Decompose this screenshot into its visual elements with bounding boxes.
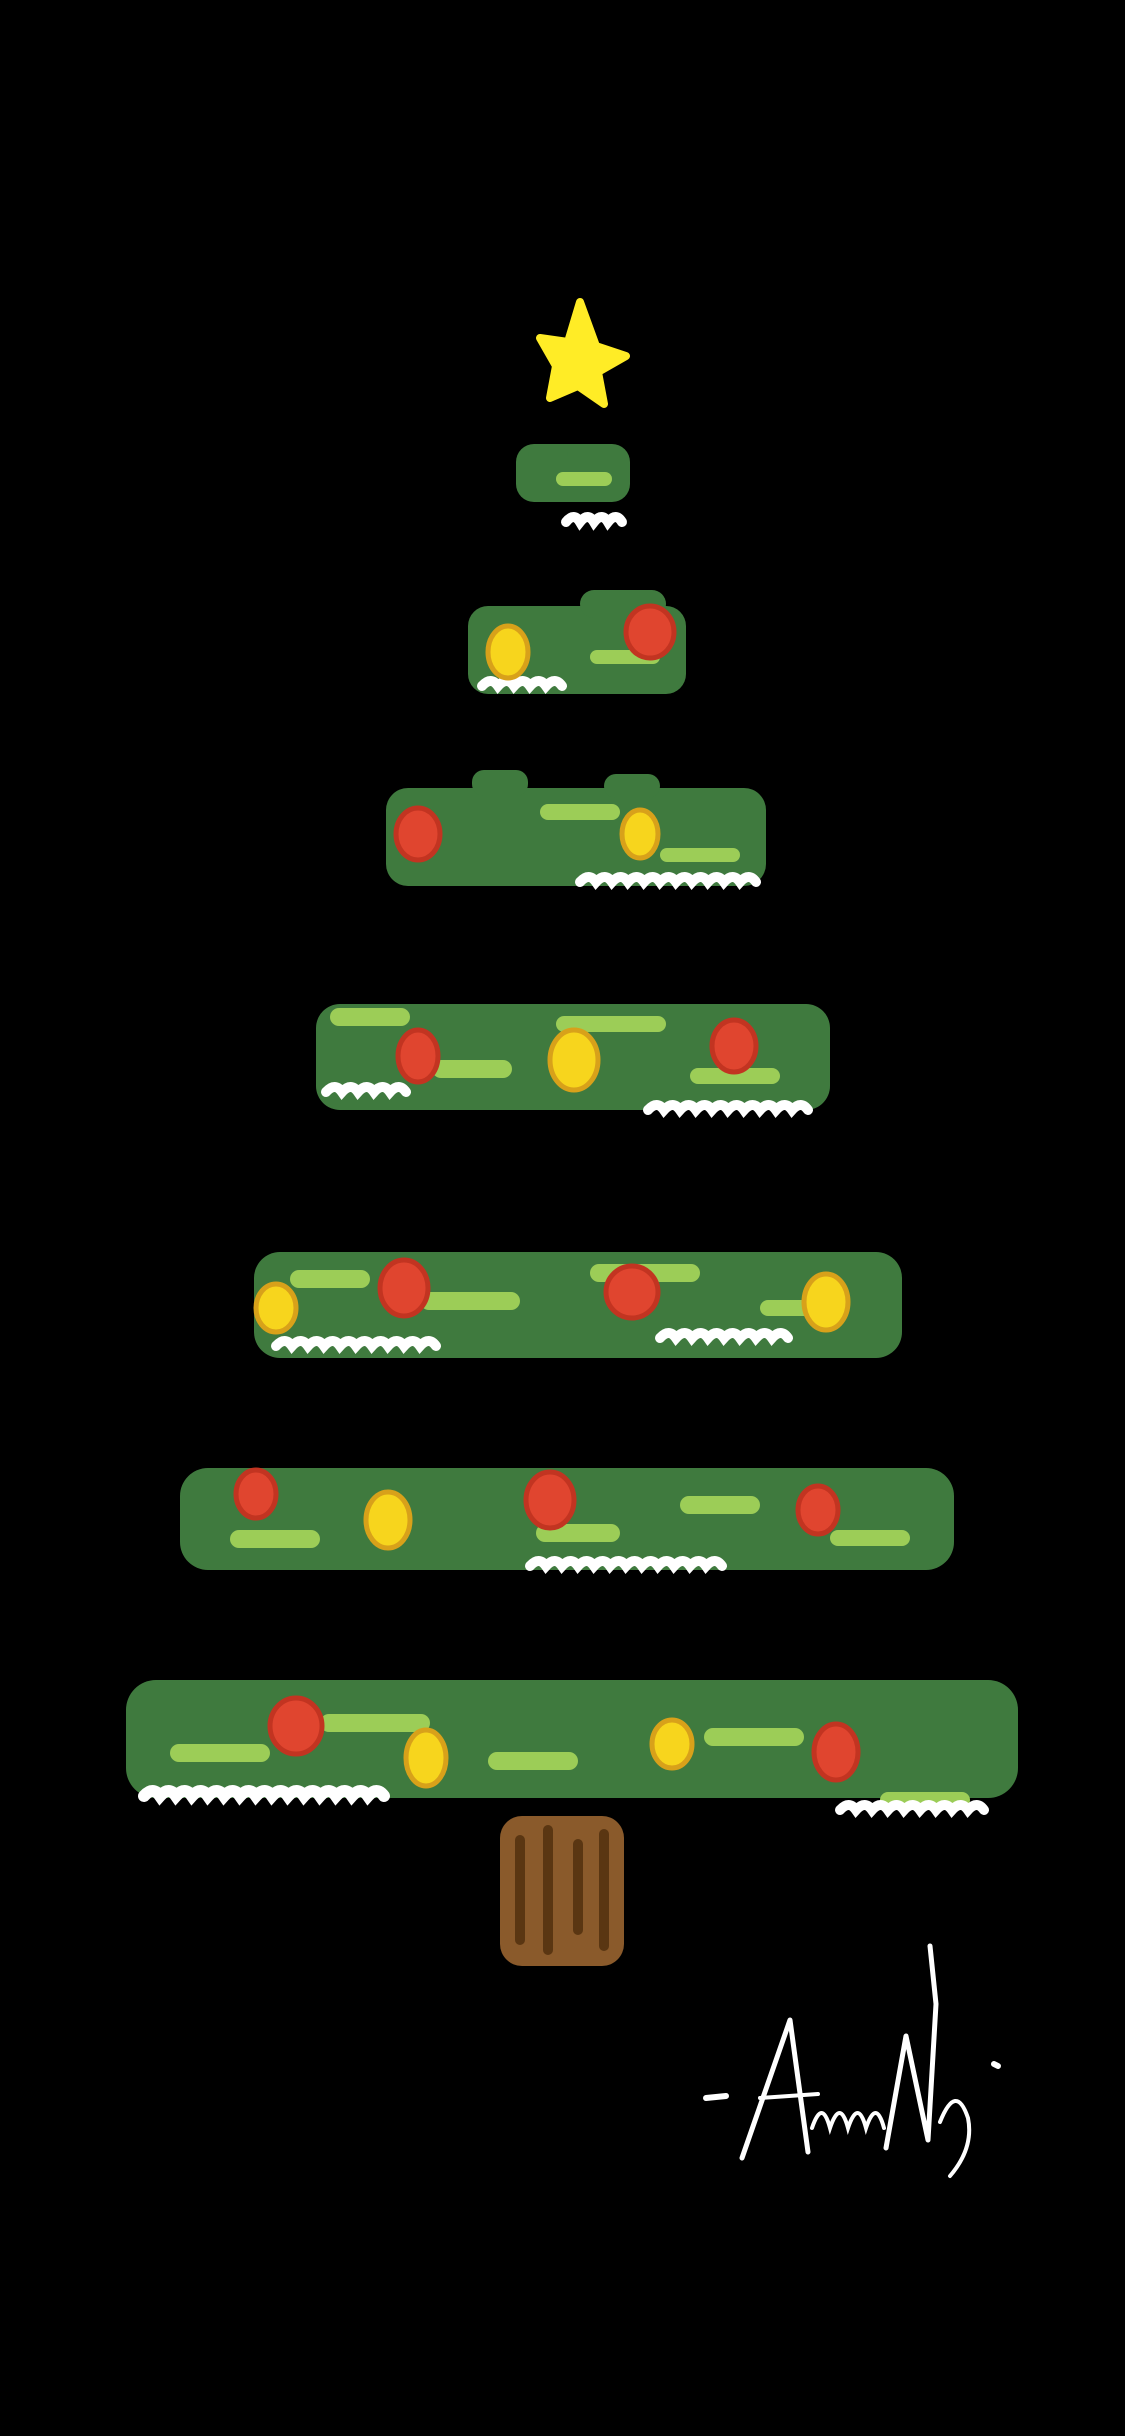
ornament-yellow [485,623,531,681]
ornament-red [795,1483,841,1537]
ornament-red [377,1257,431,1319]
ornament-yellow [403,1727,449,1789]
ornament-red [603,1263,661,1321]
tree-tier-6 [180,1467,954,1575]
tree-tier-5 [253,1252,902,1358]
ornament-yellow [547,1027,601,1093]
star-icon [536,298,630,408]
ornament-yellow [253,1281,299,1335]
ornament-yellow [363,1489,413,1551]
tree-tier-3 [386,770,766,891]
tree-tier-2 [468,590,686,695]
tree-tier-4 [316,1004,830,1119]
ornament-yellow [801,1271,851,1333]
ornament-red [523,1469,577,1531]
signature [703,1943,1001,2178]
ornament-red [811,1721,861,1783]
ornament-red [233,1467,279,1521]
tree-tier-7 [126,1680,1018,1819]
ornament-red [267,1695,325,1757]
ornament-red [623,603,677,661]
tree-trunk [500,1816,624,1966]
tree-tier-1 [516,444,630,531]
ornament-red [393,805,443,863]
ornament-red [709,1017,759,1075]
ornament-yellow [649,1717,695,1771]
ornament-yellow [619,807,661,861]
ornament-red [395,1027,441,1085]
